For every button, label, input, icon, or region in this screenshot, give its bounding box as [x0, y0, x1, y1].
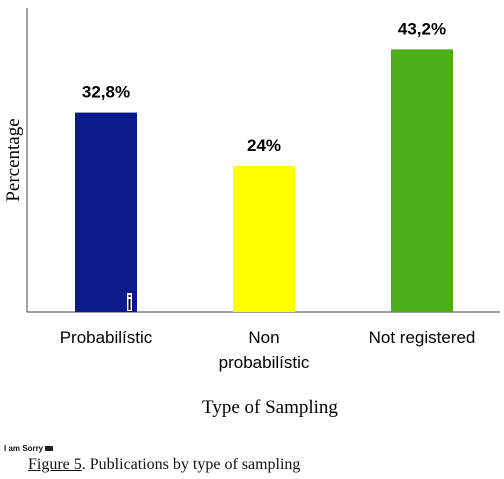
value-label-0: 32,8%	[82, 83, 130, 102]
small-i-icon	[127, 293, 132, 311]
value-labels-group: 32,8% 24% 43,2%	[82, 19, 446, 155]
bar-chart: Percentage Type of Sampling 32,8% 24% 43,2…	[3, 8, 500, 418]
bar-2	[391, 49, 453, 313]
bar-1	[233, 166, 295, 312]
note-text: I am Sorry	[4, 444, 54, 453]
category-label-1-1: probabilístic	[219, 353, 310, 372]
category-label-2-0: Not registered	[369, 328, 476, 347]
y-axis-title: Percentage	[3, 118, 24, 201]
caption-text: . Publications by type of sampling	[81, 456, 301, 473]
bar-0	[75, 112, 137, 313]
figure-caption: Figure 5. Publications by type of sampli…	[28, 456, 300, 474]
figure-reference: Figure 5	[28, 456, 82, 473]
category-labels-group: Probabilístic Non probabilístic Not registe…	[60, 328, 476, 372]
value-label-1: 24%	[247, 136, 281, 155]
note-mark-icon	[45, 446, 54, 452]
category-label-0-0: Probabilístic	[60, 328, 153, 347]
note-label: I am Sorry	[4, 444, 44, 453]
bars-group	[75, 49, 453, 313]
x-axis-title: Type of Sampling	[202, 397, 338, 418]
category-label-1-0: Non	[248, 328, 279, 347]
value-label-2: 43,2%	[398, 19, 446, 38]
